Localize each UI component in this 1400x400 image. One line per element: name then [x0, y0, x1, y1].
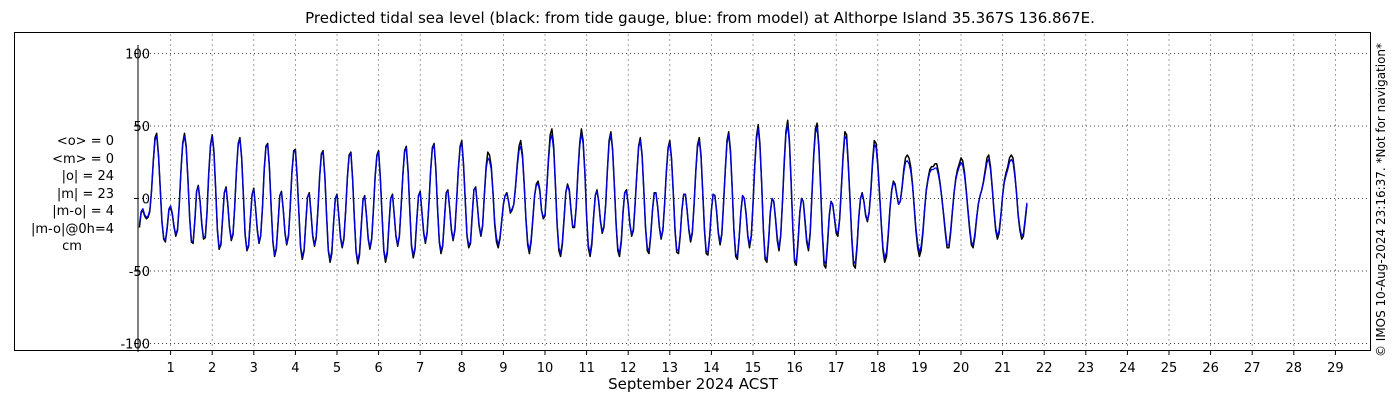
plot-frame — [14, 32, 1371, 351]
x-tick-label: 2 — [208, 361, 216, 376]
x-tick-label: 10 — [537, 361, 554, 376]
stats-panel: <o> = 0 <m> = 0 |o| = 24 |m| = 23 |m-o| … — [18, 133, 114, 256]
x-tick-label: 20 — [953, 361, 970, 376]
stat-abs-difference: |m-o| = 4 — [52, 204, 114, 219]
x-tick-label: 19 — [911, 361, 928, 376]
series-layer — [138, 119, 1028, 269]
x-tick-label: 14 — [703, 361, 720, 376]
x-tick-label: 13 — [662, 361, 679, 376]
stat-abs-observed: |o| = 24 — [61, 169, 114, 184]
x-tick-label: 7 — [416, 361, 424, 376]
x-tick-label: 28 — [1286, 361, 1303, 376]
chart-title: Predicted tidal sea level (black: from t… — [305, 9, 1095, 27]
x-tick-label: 4 — [291, 361, 299, 376]
x-tick-label: 5 — [333, 361, 341, 376]
x-tick-label: 9 — [499, 361, 507, 376]
x-tick-label: 11 — [578, 361, 595, 376]
x-tick-label: 22 — [1036, 361, 1053, 376]
y-tick-label: 50 — [133, 120, 150, 135]
x-tick-label: 3 — [250, 361, 258, 376]
stat-unit: cm — [62, 239, 82, 254]
x-axis-label: September 2024 ACST — [608, 375, 778, 393]
x-tick-label: 15 — [745, 361, 762, 376]
copyright-note: © IMOS 10-Aug-2024 23:16:37. *Not for na… — [1374, 42, 1388, 358]
x-tick-label: 8 — [458, 361, 466, 376]
x-tick-label: 27 — [1244, 361, 1261, 376]
x-tick-label: 12 — [620, 361, 637, 376]
x-tick-label: 26 — [1202, 361, 1219, 376]
y-tick-label: 0 — [142, 193, 150, 208]
y-tick-label: -50 — [129, 265, 150, 280]
x-tick-label: 25 — [1161, 361, 1178, 376]
x-tick-label: 17 — [828, 361, 845, 376]
x-tick-label: 23 — [1078, 361, 1095, 376]
stat-mean-model: <m> = 0 — [52, 151, 114, 167]
x-tick-label: 24 — [1119, 361, 1136, 376]
axis-layer: 1 2 3 4 5 6 7 8 9 10 11 12 13 14 15 16 17 18 19 20 21 22 23 24 2… — [120, 45, 1344, 376]
x-tick-label: 16 — [786, 361, 803, 376]
series-line-model — [138, 123, 1028, 265]
x-tick-label: 1 — [166, 361, 174, 376]
x-tick-label: 6 — [374, 361, 382, 376]
x-tick-label: 21 — [994, 361, 1011, 376]
stat-mean-observed: <o> = 0 — [56, 134, 114, 149]
stat-abs-model: |m| = 23 — [56, 186, 114, 202]
x-tick-label: 29 — [1327, 361, 1344, 376]
stat-difference-0h: |m-o|@0h=4 — [31, 221, 114, 237]
x-tick-label: 18 — [870, 361, 887, 376]
y-tick-label: -100 — [120, 338, 150, 353]
